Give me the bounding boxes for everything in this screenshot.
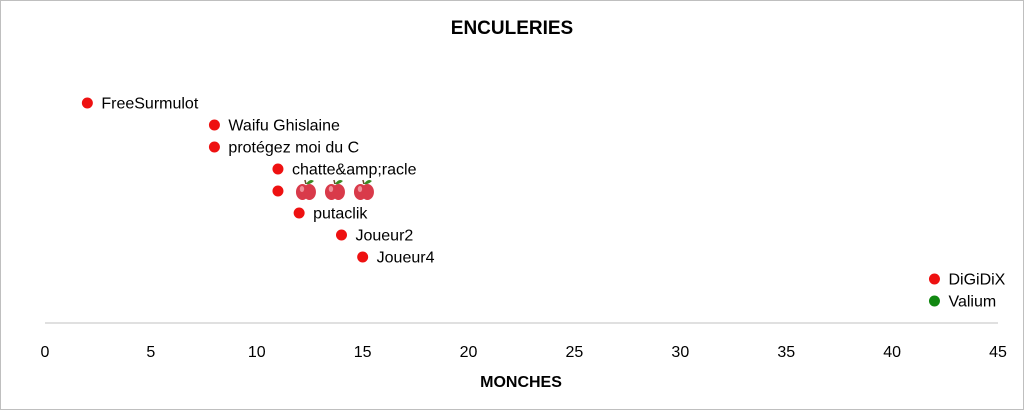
data-point bbox=[928, 273, 940, 285]
x-tick-label: 0 bbox=[41, 344, 50, 361]
data-points: FreeSurmulot Waifu Ghislaine protégez moi … bbox=[81, 96, 1006, 311]
data-point bbox=[335, 229, 347, 241]
x-tick-labels: 0 5 10 15 20 25 30 35 40 45 bbox=[41, 344, 1007, 361]
data-point-group: Joueur2 bbox=[335, 228, 413, 245]
data-point bbox=[357, 251, 369, 263]
point-label: Joueur2 bbox=[355, 228, 413, 245]
data-point bbox=[272, 163, 284, 175]
data-point-group: protégez moi du C bbox=[208, 140, 359, 157]
point-label: DiGiDiX bbox=[948, 272, 1005, 289]
data-point bbox=[208, 119, 220, 131]
data-point bbox=[208, 141, 220, 153]
apple-icon bbox=[324, 179, 345, 200]
data-point bbox=[928, 295, 940, 307]
x-tick-label: 5 bbox=[146, 344, 155, 361]
x-tick-label: 25 bbox=[566, 344, 584, 361]
x-tick-label: 40 bbox=[883, 344, 901, 361]
x-tick-label: 35 bbox=[777, 344, 795, 361]
data-point-group: chatte&amp;racle bbox=[272, 162, 417, 179]
x-axis-title: MONCHES bbox=[480, 374, 562, 391]
data-point-group: DiGiDiX bbox=[928, 272, 1006, 289]
x-tick-label: 15 bbox=[354, 344, 372, 361]
point-label: Valium bbox=[948, 294, 996, 311]
data-point-group: Waifu Ghislaine bbox=[208, 118, 340, 135]
point-label: Waifu Ghislaine bbox=[228, 118, 340, 135]
data-point bbox=[272, 185, 284, 197]
x-tick-label: 45 bbox=[989, 344, 1007, 361]
apple-icon bbox=[353, 179, 374, 200]
point-label: chatte&amp;racle bbox=[292, 162, 417, 179]
data-point-group bbox=[272, 179, 374, 200]
apple-icon bbox=[295, 179, 316, 200]
x-tick-label: 10 bbox=[248, 344, 266, 361]
data-point bbox=[81, 97, 93, 109]
data-point-group: Valium bbox=[928, 294, 996, 311]
point-label: Joueur4 bbox=[377, 250, 435, 267]
point-label: protégez moi du C bbox=[228, 140, 359, 157]
chart-title: ENCULERIES bbox=[451, 18, 573, 39]
data-point bbox=[293, 207, 305, 219]
data-point-group: Joueur4 bbox=[357, 250, 435, 267]
data-point-group: FreeSurmulot bbox=[81, 96, 199, 113]
point-label: FreeSurmulot bbox=[101, 96, 198, 113]
x-tick-label: 30 bbox=[671, 344, 689, 361]
point-label: putaclik bbox=[313, 206, 368, 223]
x-tick-label: 20 bbox=[460, 344, 478, 361]
data-point-group: putaclik bbox=[293, 206, 368, 223]
